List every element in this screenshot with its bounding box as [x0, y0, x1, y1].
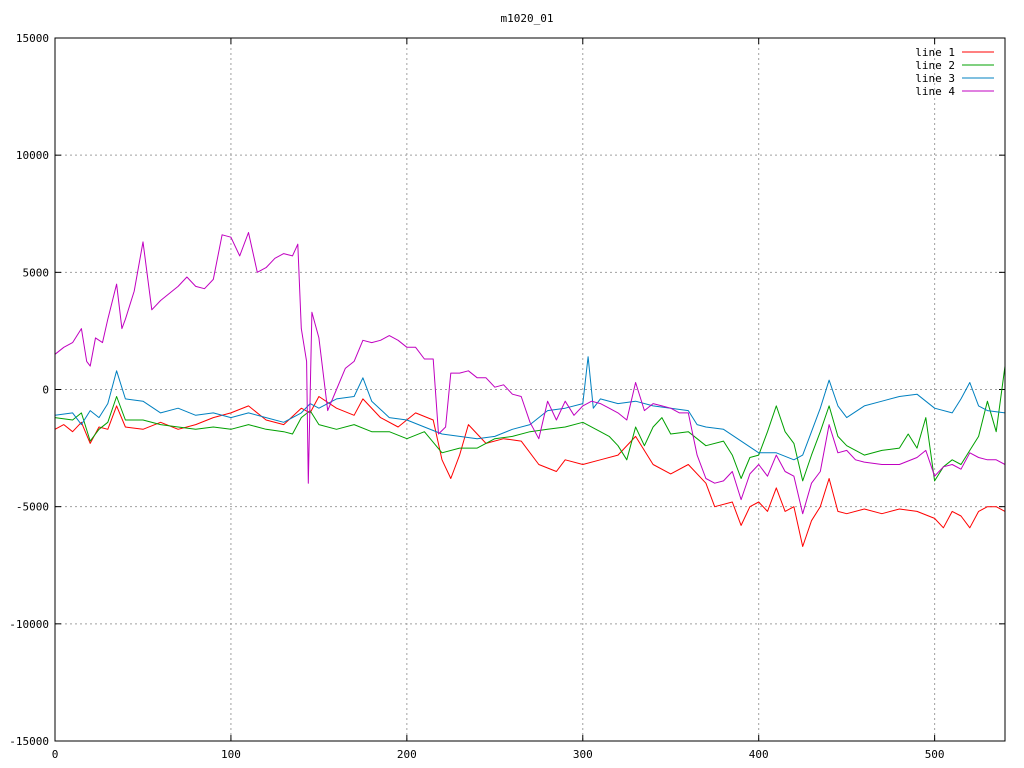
- plot-frame: [54, 37, 1006, 742]
- y-tick-label: 5000: [23, 266, 50, 279]
- legend-label: line 1: [915, 46, 955, 59]
- y-tick-label: 15000: [16, 32, 49, 45]
- series-line-4: [54, 232, 1006, 515]
- grid: [55, 38, 1005, 741]
- x-tick-label: 500: [925, 748, 945, 761]
- y-tick-label: -15000: [9, 735, 49, 748]
- x-tick-label: 400: [749, 748, 769, 761]
- x-tick-label: 200: [397, 748, 417, 761]
- x-tick-label: 100: [221, 748, 241, 761]
- y-tick-label: 0: [42, 384, 49, 397]
- legend-label: line 3: [915, 72, 955, 85]
- series-line-2: [54, 366, 1006, 482]
- y-tick-label: 10000: [16, 149, 49, 162]
- y-tick-label: -5000: [16, 501, 49, 514]
- x-tick-label: 300: [573, 748, 593, 761]
- series-lines: [54, 232, 1006, 547]
- legend-label: line 4: [915, 85, 955, 98]
- series-line-1: [54, 396, 1006, 547]
- x-tick-label: 0: [52, 748, 59, 761]
- series-line-3: [54, 356, 1006, 461]
- chart-title: m1020_01: [501, 12, 554, 25]
- y-tick-label: -10000: [9, 618, 49, 631]
- axis-ticks: 0 100 200 300 400 500 -15000 -10000 -5000 0 5000 10…: [9, 32, 1005, 761]
- legend-label: line 2: [915, 59, 955, 72]
